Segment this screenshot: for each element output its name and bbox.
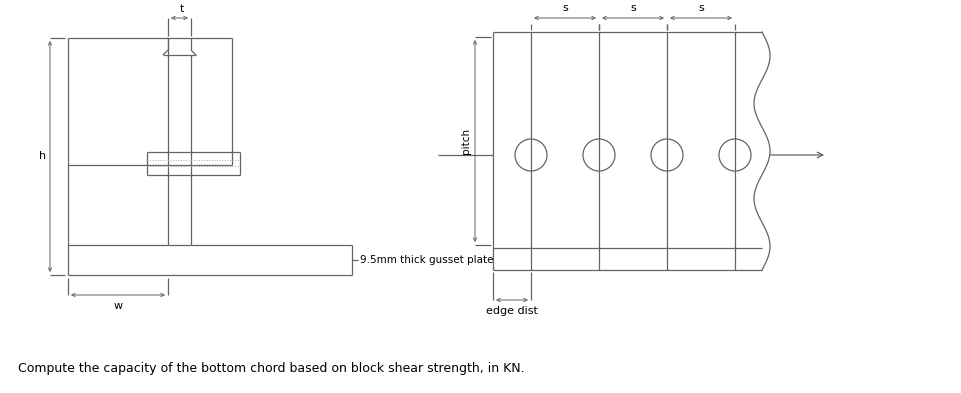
Text: t: t	[180, 4, 185, 14]
Text: Compute the capacity of the bottom chord based on block shear strength, in KN.: Compute the capacity of the bottom chord…	[18, 362, 525, 375]
Text: s: s	[698, 3, 703, 13]
Text: h: h	[38, 151, 46, 161]
Text: pitch: pitch	[461, 128, 471, 154]
Text: edge dist: edge dist	[486, 306, 538, 316]
Text: w: w	[113, 301, 123, 311]
Text: s: s	[562, 3, 568, 13]
Text: 9.5mm thick gusset plate: 9.5mm thick gusset plate	[360, 255, 494, 265]
Text: s: s	[630, 3, 636, 13]
